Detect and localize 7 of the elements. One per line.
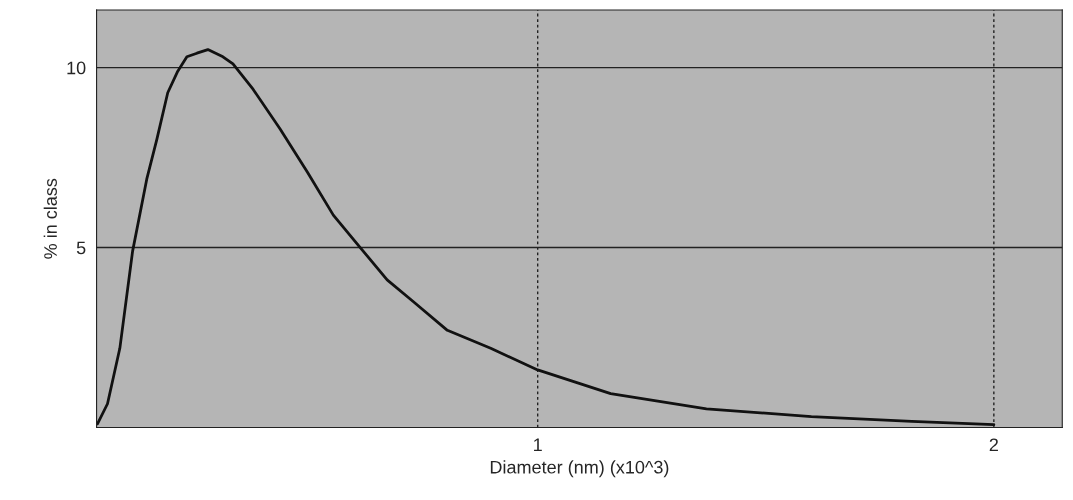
x-tick-label: 2 — [989, 438, 998, 451]
x-axis-title: Diameter (nm) (x10^3) — [490, 460, 669, 478]
x-tick-label: 1 — [534, 438, 542, 451]
y-tick-label: 5 — [76, 241, 86, 255]
line-series — [96, 48, 996, 427]
y-axis-title: % in class — [43, 178, 57, 259]
y-tick-label: 10 — [67, 61, 86, 75]
